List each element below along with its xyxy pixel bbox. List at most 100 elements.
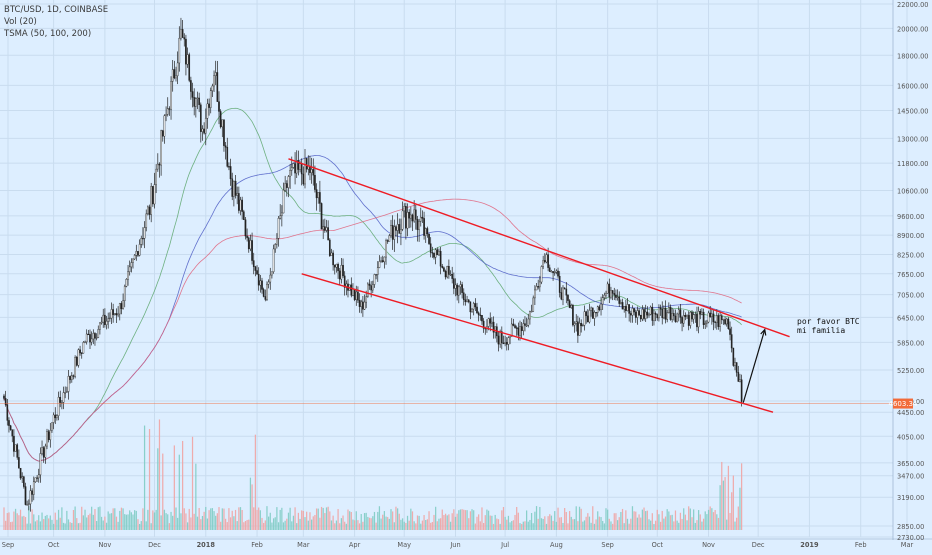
volume-bar — [385, 516, 387, 530]
x-tick-label: Aug — [550, 541, 563, 549]
volume-bar — [395, 506, 397, 530]
candle-body — [479, 314, 482, 316]
candle-body — [133, 255, 136, 260]
volume-bar — [155, 509, 157, 530]
volume-bar — [678, 522, 680, 530]
candle-body — [105, 320, 108, 325]
candle-body — [32, 481, 35, 495]
candle-body — [497, 335, 500, 345]
candle-body — [238, 193, 240, 211]
candle-body — [198, 97, 200, 106]
x-tick-label: Jun — [449, 541, 460, 549]
candle-body — [375, 274, 377, 276]
volume-bar — [459, 509, 462, 530]
volume-bar — [201, 515, 204, 530]
volume-bar — [383, 511, 386, 530]
candle-body — [61, 402, 63, 404]
candle-body — [180, 29, 182, 39]
candle-body — [282, 189, 285, 214]
candle-body — [727, 318, 730, 329]
volume-bar — [413, 521, 415, 530]
price-axis[interactable]: 22000.00 20000.00 18000.00 16000.00 14500.00… — [897, 1, 928, 542]
volume-bar — [598, 516, 601, 530]
volume-bar — [81, 506, 83, 530]
candle-body — [156, 163, 159, 170]
volume-bar — [246, 519, 248, 530]
volume-bar — [433, 514, 435, 530]
ma-indicator-label[interactable]: TSMA (50, 100, 200) — [4, 29, 92, 39]
y-tick-label: 18000.00 — [897, 52, 928, 60]
volume-bar — [249, 477, 252, 530]
symbol-label[interactable]: BTC/USD, 1D, COINBASE — [4, 5, 109, 15]
candle-body — [223, 119, 225, 146]
volume-bar — [602, 520, 604, 530]
candle-body — [560, 292, 563, 300]
candle-body — [539, 281, 541, 288]
volume-bar — [664, 516, 667, 530]
volume-bar — [206, 518, 209, 530]
volume-bar — [554, 511, 556, 530]
candle-body — [214, 72, 217, 76]
candle-body — [658, 307, 660, 319]
volume-bar — [560, 517, 562, 530]
volume-bar — [456, 513, 458, 530]
volume-bar — [603, 523, 605, 530]
candle-body — [274, 244, 277, 250]
candle-body — [669, 307, 672, 320]
candle-body — [338, 270, 341, 280]
candle-body — [677, 309, 680, 315]
volume-bar — [110, 513, 113, 530]
time-axis[interactable]: Sep Oct Nov Dec 2018 Feb Mar Apr May Jun Jul Aug Sep… — [2, 541, 914, 549]
volume-indicator-label[interactable]: Vol (20) — [4, 17, 37, 27]
candle-body — [702, 311, 705, 325]
x-tick-label: May — [397, 541, 411, 549]
candle-body — [585, 311, 587, 317]
candle-body — [734, 362, 736, 366]
volume-bar — [431, 521, 433, 530]
candle-body — [75, 357, 78, 366]
volume-bar — [448, 514, 450, 530]
candle-body — [150, 186, 153, 215]
candle-body — [464, 299, 467, 303]
volume-bar — [555, 521, 558, 530]
candle-body — [719, 315, 721, 327]
candle-body — [277, 218, 280, 239]
candle-body — [269, 274, 272, 283]
volume-bar — [721, 461, 723, 530]
volume-bar — [57, 509, 60, 530]
volume-bar — [545, 523, 548, 530]
candle-body — [246, 235, 248, 239]
candle-body — [535, 286, 538, 291]
candle-body — [57, 396, 60, 416]
volume-bar — [286, 518, 288, 530]
candle-body — [178, 37, 181, 64]
moving-averages — [3, 107, 742, 462]
volume-bar — [229, 517, 232, 530]
candle-body — [644, 311, 647, 319]
candle-body — [502, 342, 505, 344]
y-tick-label: 14500.00 — [897, 107, 928, 115]
candle-body — [195, 98, 197, 107]
candle-body — [204, 117, 207, 134]
candle-body — [66, 391, 68, 393]
y-tick-label: 3470.00 — [897, 473, 924, 481]
y-tick-label: 4050.00 — [897, 433, 924, 441]
candle-body — [314, 174, 316, 190]
candle-body — [615, 294, 617, 298]
volume-bar — [102, 520, 104, 530]
candle-body — [499, 331, 501, 345]
candle-body — [638, 310, 640, 316]
candle-body — [386, 240, 389, 242]
volume-bar — [719, 485, 721, 530]
candle-body — [431, 252, 434, 254]
candle-body — [393, 226, 396, 240]
candle-body — [601, 297, 604, 305]
volume-bar — [350, 512, 352, 530]
candle-body — [388, 235, 391, 242]
candle-body — [520, 326, 523, 331]
volume-bar — [91, 506, 93, 530]
volume-bar — [287, 512, 290, 530]
